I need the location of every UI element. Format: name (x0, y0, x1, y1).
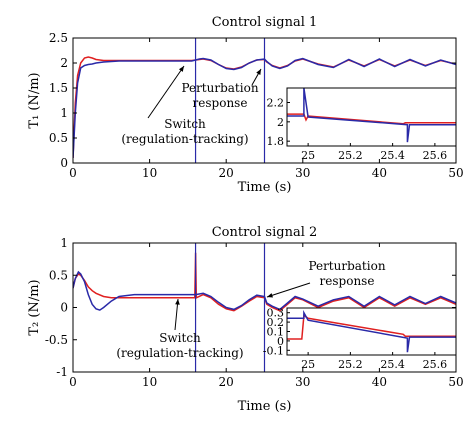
series-line-blue (73, 57, 456, 159)
annotation-switch: Switch (159, 331, 201, 345)
annotation-arrow-switch-head (175, 299, 180, 305)
x-axis-label: Time (s) (238, 399, 292, 414)
y-tick-label: 1 (60, 236, 68, 250)
chart-2: Control signal 2 0 10 20 30 40 50 -1 -0.5 0 0.5 1 Ti… (27, 225, 464, 414)
x-axis-label: Time (s) (238, 180, 292, 195)
annotation-arrow-perturbation-head (256, 69, 261, 75)
y-axis-label: T₁ (N/m) (27, 72, 42, 128)
inset-y-tick-label: 2.2 (267, 97, 285, 110)
x-tick-label: 0 (69, 166, 77, 180)
inset-series-line-blue (287, 88, 456, 143)
annotation-perturbation: Perturbation (308, 259, 385, 273)
x-tick-label: 50 (448, 166, 463, 180)
x-tick-label: 10 (142, 375, 157, 389)
x-tick-label: 40 (372, 375, 387, 389)
y-tick-label: 0 (60, 301, 68, 315)
annotation-switch-detail: (regulation-tracking) (121, 132, 248, 146)
y-tick-label: -0.5 (45, 333, 68, 347)
y-tick-label: 1.5 (49, 81, 68, 95)
series-line-blue (73, 270, 456, 311)
series-line-red (73, 252, 456, 312)
x-tick-label: 20 (219, 375, 234, 389)
chart-1: Control signal 1 0 10 20 30 40 50 0 0.5 1 1.5 2 2.5 T… (27, 15, 464, 195)
annotation-switch: Switch (164, 117, 206, 131)
inset-y-tick-label: 0 (277, 335, 284, 348)
y-tick-label: -1 (56, 365, 68, 379)
inset-x-tick-label: 25.2 (338, 358, 363, 371)
inset-2: 25 25.2 25.4 25.6 0.30.20.10-0.1 (263, 307, 457, 371)
annotation-perturbation: Perturbation (181, 81, 258, 95)
inset-x-tick-label: 25.4 (380, 358, 405, 371)
inset-x-tick-label: 25.4 (380, 149, 405, 162)
y-axis-label: T₂ (N/m) (27, 279, 42, 335)
annotation-response: response (193, 96, 248, 110)
inset-y-tick-label: 0.1 (267, 326, 285, 339)
inset-x-tick-label: 25 (301, 149, 315, 162)
annotation-arrow-perturbation (266, 282, 311, 298)
x-tick-label: 30 (295, 166, 310, 180)
annotation-switch-detail: (regulation-tracking) (116, 346, 243, 360)
annotation-response: response (320, 274, 375, 288)
inset-x-tick-label: 25.6 (423, 358, 448, 371)
inset-series-line-blue (287, 309, 456, 353)
inset-x-tick-label: 25.6 (423, 149, 448, 162)
annotation-arrow-switch (147, 65, 185, 119)
chart-title: Control signal 1 (212, 15, 318, 30)
inset-x-tick-label: 25 (301, 358, 315, 371)
y-tick-label: 0.5 (49, 131, 68, 145)
y-tick-label: 1 (60, 106, 68, 120)
chart-title: Control signal 2 (212, 225, 318, 240)
x-tick-label: 50 (448, 375, 463, 389)
inset-x-tick-label: 25.2 (338, 149, 363, 162)
y-tick-label: 2 (60, 56, 68, 70)
inset-series-line-red (287, 314, 456, 340)
y-tick-label: 2.5 (49, 31, 68, 45)
inset-1: 25 25.2 25.4 25.6 1.8 2 2.2 (267, 87, 457, 162)
inset-y-tick-label: 0.3 (267, 307, 285, 320)
y-tick-label: 0.5 (49, 268, 68, 282)
annotation-arrow-perturbation-head (267, 293, 273, 298)
x-tick-label: 10 (142, 166, 157, 180)
y-tick-label: 0 (60, 156, 68, 170)
x-tick-label: 40 (372, 166, 387, 180)
x-tick-label: 0 (69, 375, 77, 389)
inset-y-tick-label: 1.8 (267, 135, 285, 148)
x-tick-label: 30 (295, 375, 310, 389)
inset-y-tick-label: 2 (277, 116, 284, 129)
x-tick-label: 20 (219, 166, 234, 180)
inset-border (286, 87, 457, 147)
inset-y-tick-label: -0.1 (263, 344, 284, 357)
annotation-arrow-switch-head (178, 66, 184, 72)
inset-y-tick-label: 0.2 (267, 316, 285, 329)
